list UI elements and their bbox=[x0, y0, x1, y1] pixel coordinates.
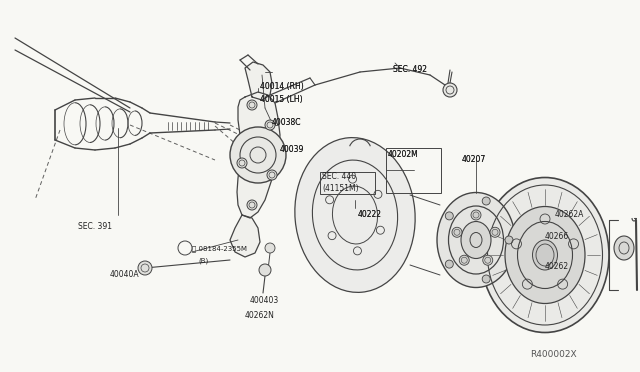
Text: 40039: 40039 bbox=[280, 145, 305, 154]
Circle shape bbox=[460, 255, 469, 265]
Bar bbox=[386, 148, 441, 193]
Text: 40207: 40207 bbox=[462, 155, 486, 164]
Circle shape bbox=[247, 100, 257, 110]
Text: R400002X: R400002X bbox=[530, 350, 577, 359]
Text: 40222: 40222 bbox=[358, 210, 382, 219]
Text: 40015 (LH): 40015 (LH) bbox=[260, 95, 303, 104]
Text: 40015 (LH): 40015 (LH) bbox=[260, 95, 303, 104]
Circle shape bbox=[138, 261, 152, 275]
Bar bbox=[320, 172, 375, 194]
Text: 40202M: 40202M bbox=[388, 150, 419, 159]
Circle shape bbox=[471, 210, 481, 220]
Circle shape bbox=[452, 227, 462, 237]
Text: 400403: 400403 bbox=[250, 296, 279, 305]
Text: 40262: 40262 bbox=[545, 262, 569, 271]
Text: 40202M: 40202M bbox=[388, 150, 419, 159]
Text: 40262N: 40262N bbox=[245, 311, 275, 320]
Polygon shape bbox=[245, 62, 272, 100]
Text: SEC. 391: SEC. 391 bbox=[78, 222, 112, 231]
Text: 40039: 40039 bbox=[280, 145, 305, 154]
Ellipse shape bbox=[614, 236, 634, 260]
Text: 40014 (RH): 40014 (RH) bbox=[260, 82, 304, 91]
Circle shape bbox=[505, 236, 513, 244]
Text: 40040A: 40040A bbox=[110, 270, 140, 279]
Circle shape bbox=[490, 227, 500, 237]
Text: 40266: 40266 bbox=[545, 232, 569, 241]
Circle shape bbox=[267, 170, 277, 180]
Text: 40014 (RH): 40014 (RH) bbox=[260, 82, 304, 91]
Circle shape bbox=[237, 158, 247, 168]
Text: SEC. 492: SEC. 492 bbox=[393, 65, 427, 74]
Polygon shape bbox=[237, 92, 280, 218]
Circle shape bbox=[230, 127, 286, 183]
Circle shape bbox=[443, 83, 457, 97]
Text: 40038C: 40038C bbox=[272, 118, 301, 127]
Ellipse shape bbox=[437, 192, 515, 288]
Text: 40262A: 40262A bbox=[555, 210, 584, 219]
Text: Ⓑ 08184-2355M: Ⓑ 08184-2355M bbox=[192, 245, 247, 251]
Ellipse shape bbox=[532, 240, 557, 270]
Circle shape bbox=[247, 200, 257, 210]
Ellipse shape bbox=[461, 221, 491, 259]
Text: (41151M): (41151M) bbox=[322, 184, 358, 193]
Text: (B): (B) bbox=[198, 258, 208, 264]
Text: 40222: 40222 bbox=[358, 210, 382, 219]
Text: SEC. 492: SEC. 492 bbox=[393, 65, 427, 74]
Circle shape bbox=[265, 120, 275, 130]
Circle shape bbox=[445, 260, 453, 268]
Ellipse shape bbox=[295, 138, 415, 292]
Circle shape bbox=[259, 264, 271, 276]
Circle shape bbox=[265, 243, 275, 253]
Ellipse shape bbox=[505, 206, 585, 304]
Polygon shape bbox=[230, 215, 260, 257]
Circle shape bbox=[445, 212, 453, 220]
Circle shape bbox=[483, 255, 493, 265]
Circle shape bbox=[482, 197, 490, 205]
Text: SEC. 440: SEC. 440 bbox=[322, 172, 356, 181]
Ellipse shape bbox=[481, 177, 609, 333]
Circle shape bbox=[482, 275, 490, 283]
Text: 40038C: 40038C bbox=[272, 118, 301, 127]
Text: 40207: 40207 bbox=[462, 155, 486, 164]
